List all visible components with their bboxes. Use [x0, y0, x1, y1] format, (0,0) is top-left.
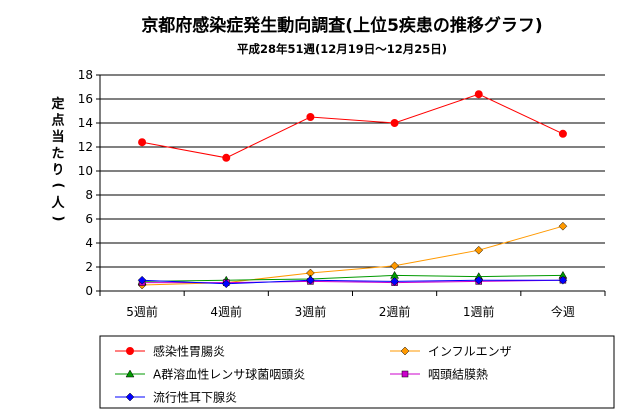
legend-item: 咽頭結膜熱	[390, 368, 488, 382]
data-point	[306, 113, 315, 121]
y-tick-label: 8	[85, 188, 93, 202]
data-point	[390, 261, 399, 271]
y-axis-label-char: 定	[50, 96, 64, 112]
chart-title: 京都府感染症発生動向調査(上位5疾患の推移グラフ)	[141, 15, 542, 36]
y-axis-label-char: (	[51, 183, 66, 189]
legend-swatch-marker	[126, 347, 134, 355]
x-tick-label: 3週前	[295, 304, 327, 319]
legend-label: A群溶血性レンサ球菌咽頭炎	[153, 367, 305, 382]
y-axis-label-char: 人	[51, 195, 65, 211]
legend-swatch-marker	[125, 369, 135, 378]
data-point	[222, 153, 231, 162]
y-tick-labels: 0 2 4 6 8 10 12 14 16 18	[78, 68, 93, 298]
y-tick-label: 6	[85, 212, 93, 226]
legend-box	[99, 335, 615, 409]
legend-label: 咽頭結膜熱	[428, 368, 488, 382]
x-tick-labels: 5週前 4週前 3週前 2週前 1週前 今週	[126, 304, 575, 319]
legend-label: インフルエンザ	[428, 345, 512, 359]
y-axis-label-char: )	[51, 216, 66, 222]
y-tick-label: 0	[85, 284, 93, 298]
data-point	[474, 275, 484, 285]
data-point	[138, 138, 147, 147]
series-2	[137, 221, 568, 290]
series-line	[142, 279, 563, 284]
data-point	[390, 119, 399, 127]
y-tick-label: 12	[78, 140, 93, 154]
legend-item: A群溶血性レンサ球菌咽頭炎	[115, 367, 305, 382]
legend-item: 流行性耳下腺炎	[115, 391, 237, 405]
data-point	[306, 275, 315, 285]
x-tick-label: 今週	[551, 304, 575, 319]
y-tick-label: 18	[78, 68, 93, 82]
series-1	[138, 90, 567, 162]
y-tick-label: 14	[78, 116, 93, 130]
y-tick-label: 4	[85, 236, 93, 250]
data-point	[390, 277, 399, 286]
data-point	[137, 275, 147, 285]
legend-item: 感染性胃腸炎	[115, 344, 225, 359]
series-line	[142, 279, 563, 285]
x-tick-label: 1週前	[463, 304, 495, 319]
y-axis-label-char: た	[51, 147, 64, 162]
data-point	[221, 279, 231, 289]
y-axis-label-char: り	[51, 163, 64, 178]
y-axis-label-char: 点	[51, 113, 64, 129]
axes	[96, 74, 606, 296]
gridlines	[100, 74, 605, 268]
series-line	[142, 274, 563, 282]
y-axis-label-char: 当	[51, 129, 64, 145]
data-series	[137, 90, 568, 290]
data-point	[558, 129, 567, 138]
legend-label: 流行性耳下腺炎	[153, 391, 237, 405]
legend-swatch-marker	[401, 370, 409, 378]
legend-swatch-marker	[125, 392, 135, 402]
data-point	[474, 245, 484, 255]
chart-subtitle: 平成28年51週(12月19日〜12月25日)	[237, 42, 447, 56]
x-tick-label: 5週前	[126, 304, 158, 319]
series-5	[137, 275, 568, 289]
x-tick-label: 4週前	[210, 304, 242, 319]
y-tick-label: 10	[78, 164, 93, 178]
data-point	[558, 221, 568, 231]
data-point	[474, 90, 483, 99]
legend-item: インフルエンザ	[390, 345, 512, 359]
series-line	[141, 93, 564, 159]
y-tick-label: 2	[85, 260, 93, 274]
series-4	[138, 276, 567, 286]
data-point	[558, 275, 568, 285]
x-tick-label: 2週前	[379, 304, 411, 319]
legend-swatch-marker	[400, 346, 410, 356]
y-tick-label: 16	[78, 92, 93, 106]
legend-label: 感染性胃腸炎	[153, 344, 225, 359]
